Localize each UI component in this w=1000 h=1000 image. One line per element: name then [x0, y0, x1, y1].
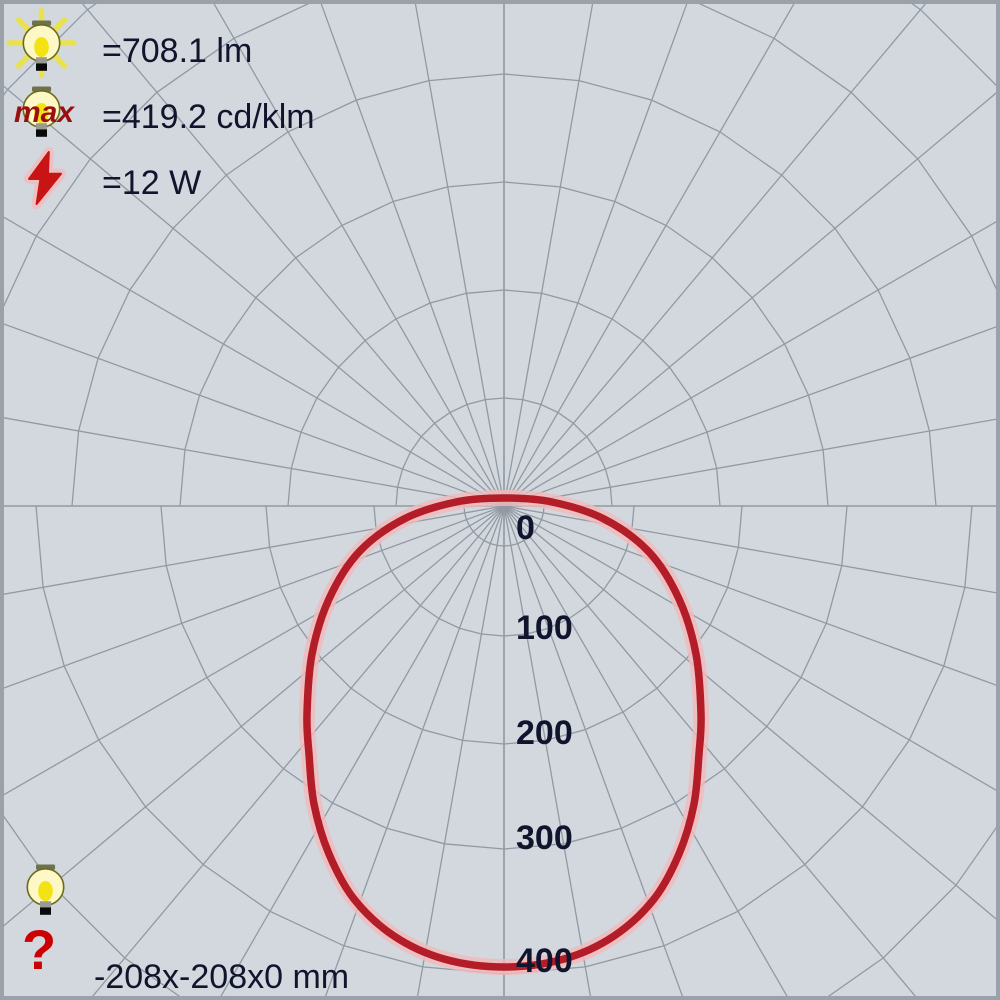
svg-text:400: 400	[516, 942, 573, 980]
svg-text:300: 300	[516, 819, 573, 857]
svg-text:200: 200	[516, 714, 573, 752]
svg-text:100: 100	[516, 609, 573, 647]
svg-text:0: 0	[516, 509, 535, 547]
